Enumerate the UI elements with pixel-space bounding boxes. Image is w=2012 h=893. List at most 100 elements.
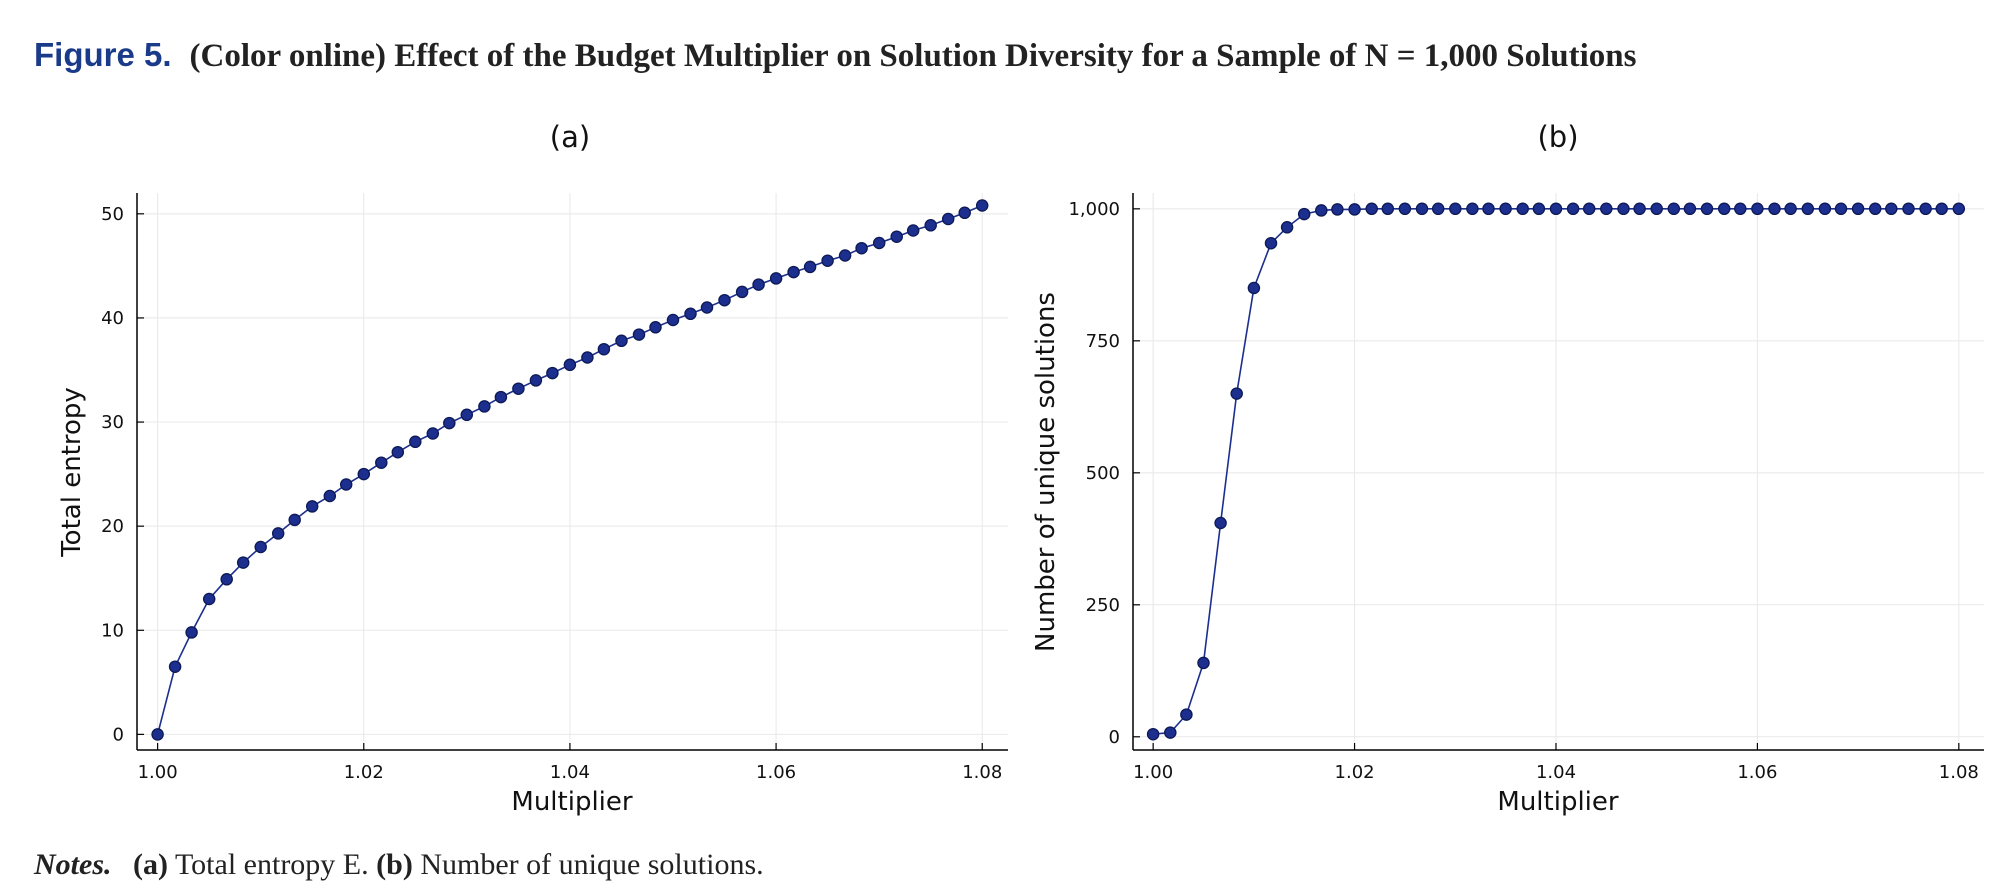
panel-b-data-point: [1482, 202, 1495, 216]
panel-a-data-point: [305, 500, 319, 513]
panel-a-data-point: [375, 456, 388, 469]
panel-a-y-tick-label: 40: [101, 308, 124, 329]
panel-a-data-point: [890, 230, 903, 243]
panel-b-data-point: [1885, 202, 1898, 216]
panel-a-x-tick-label: 1.00: [138, 762, 178, 783]
panel-a-data-point: [288, 513, 301, 527]
panel-b-x-tick-label: 1.08: [1939, 762, 1979, 783]
panel-a-data-point: [615, 334, 628, 348]
panel-b-data-point: [1466, 202, 1479, 216]
panel-a-data-point: [357, 467, 371, 481]
panel-b-xlabel: Multiplier: [1497, 787, 1619, 817]
panel-b-points: [1146, 202, 1966, 741]
figure-label: Figure 5.: [34, 36, 172, 73]
panel-b-x-ticks: 1.00 1.02 1.04 1.06 1.08: [1133, 743, 1979, 783]
panel-b-data-point: [1935, 202, 1948, 216]
notes-b-tag: (b): [376, 848, 413, 881]
panel-a-data-point: [821, 254, 834, 267]
panel-b-data-point: [1717, 202, 1731, 216]
panel-b-data-point: [1315, 204, 1328, 217]
panel-a-data-point: [478, 400, 491, 413]
panel-a-y-tick-label: 20: [101, 516, 124, 537]
panel-b-data-point: [1398, 202, 1412, 216]
panel-a-data-point: [958, 206, 971, 220]
panel-a-data-point: [323, 489, 337, 503]
notes-b-text: Number of unique solutions.: [420, 848, 764, 881]
panel-a-data-point: [220, 573, 233, 586]
panel-b-y-tick-label: 250: [1086, 595, 1120, 616]
figure-notes: Notes. (a) Total entropy E. (b) Number o…: [34, 848, 764, 882]
panel-a-data-point: [632, 328, 646, 341]
panel-a-data-point: [236, 556, 250, 569]
panel-b-data-point: [1381, 202, 1395, 216]
panel-a-data-point: [752, 278, 765, 291]
panel-a-y-ticks: 0 10 20 30 40 50: [101, 204, 144, 745]
panel-a-xlabel: Multiplier: [511, 787, 633, 817]
panel-b-data-point: [1146, 727, 1160, 741]
panel-b-data-point: [1818, 202, 1832, 216]
panel-a-data-point: [460, 408, 474, 422]
panel-a-x-tick-label: 1.06: [756, 762, 796, 783]
panel-b-x-tick-label: 1.00: [1133, 762, 1173, 783]
panel-a-data-point: [409, 435, 422, 449]
panel-a-data-point: [443, 416, 456, 430]
panel-a-points: [151, 199, 989, 741]
panel-a-data-point: [700, 301, 714, 314]
panel-a-data-point: [391, 445, 405, 459]
panel-a-data-point: [271, 527, 285, 540]
panel-b-data-point: [1768, 202, 1781, 216]
panel-a-ylabel: Total entropy: [57, 387, 87, 558]
panel-a-data-point: [185, 626, 198, 639]
panel-b-grid: [1133, 193, 1984, 750]
panel-a-data-point: [803, 260, 817, 274]
panel-b-data-point: [1180, 708, 1193, 721]
panel-b-x-tick-label: 1.06: [1737, 762, 1777, 783]
panel-b-data-point: [1952, 202, 1966, 216]
panel-b-ylabel: Number of unique solutions: [1031, 292, 1061, 652]
panel-b-data-point: [1449, 202, 1462, 216]
panel-a-data-point: [924, 219, 937, 232]
panel-a-data-point: [684, 307, 697, 321]
notes-a-text: Total entropy E.: [174, 848, 369, 881]
panel-a-x-ticks: 1.00 1.02 1.04 1.06 1.08: [138, 743, 1002, 783]
panel-b-data-point: [1230, 387, 1243, 400]
panel-b-data-point: [1431, 202, 1445, 216]
panel-a-y-tick-label: 0: [113, 724, 124, 745]
panel-b-data-point: [1834, 202, 1848, 216]
notes-a-tag: (a): [133, 848, 168, 881]
panel-b-y-ticks: 0 250 500 750 1,000: [1068, 199, 1140, 748]
panel-b-data-point: [1331, 203, 1344, 216]
panel-b-data-point: [1582, 202, 1596, 216]
panel-a-y-tick-label: 50: [101, 204, 124, 225]
panel-a-axes: [136, 193, 1008, 751]
panel-b-data-point: [1600, 202, 1613, 216]
panel-b-data-point: [1549, 202, 1563, 216]
panel-a-data-point: [666, 313, 680, 327]
panel-b-data-point: [1683, 202, 1697, 216]
panel-a-data-point: [254, 540, 267, 554]
figure-title: (Color online) Effect of the Budget Mult…: [189, 38, 1637, 74]
panel-b-y-tick-label: 1,000: [1068, 199, 1120, 220]
panel-a-data-point: [941, 212, 955, 226]
panel-b-data-point: [1700, 202, 1714, 216]
panel-a-data-point: [718, 293, 731, 307]
panel-a-data-point: [838, 249, 852, 262]
panel-b-data-point: [1566, 202, 1580, 216]
panel-b-data-point: [1197, 656, 1210, 670]
panel-b-data-point: [1633, 202, 1646, 216]
panel-b-data-point: [1264, 236, 1278, 250]
notes-label: Notes.: [34, 848, 112, 881]
panel-b-data-point: [1348, 203, 1361, 216]
panel-b: (b) 1.00 1.02 1.04 1.06 1.08 0 250 500 750 1,000…: [1031, 120, 1984, 817]
panel-a-data-point: [649, 321, 662, 334]
panel-b-data-point: [1784, 202, 1797, 216]
panel-a-data-point: [906, 224, 920, 237]
panel-a-data-point: [581, 351, 594, 364]
panel-a-data-point: [339, 478, 353, 491]
panel-b-data-point: [1667, 202, 1681, 216]
panel-b-data-point: [1365, 202, 1378, 216]
panel-b-data-point: [1532, 202, 1546, 216]
panel-b-data-point: [1415, 202, 1429, 216]
panel-a-data-point: [563, 358, 577, 372]
